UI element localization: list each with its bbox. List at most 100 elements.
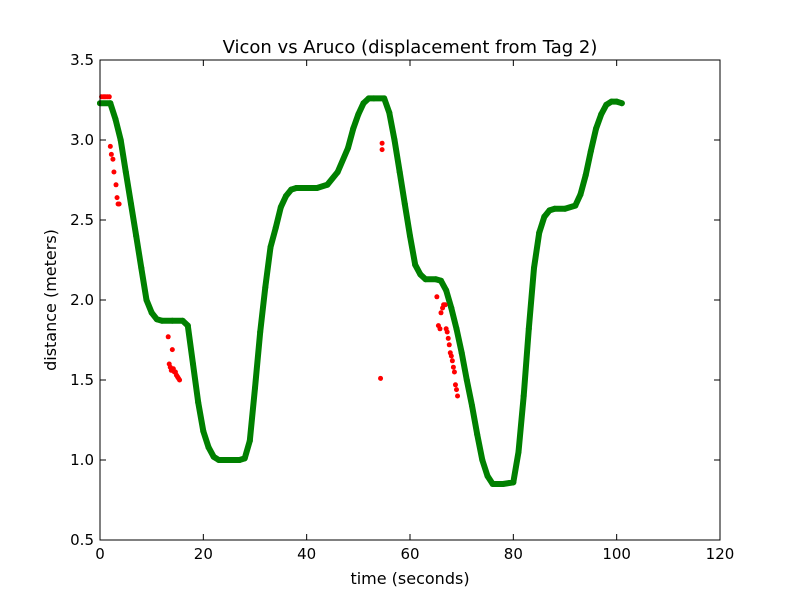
vicon-point	[484, 473, 491, 479]
aruco-point	[455, 393, 461, 399]
vicon-point	[603, 101, 610, 108]
vicon-point	[324, 181, 331, 188]
vicon-point	[148, 309, 155, 316]
vicon-point	[241, 455, 248, 462]
vicon-point	[422, 276, 429, 283]
y-tick-label: 2.5	[70, 211, 94, 229]
vicon-point	[407, 233, 413, 239]
aruco-point	[437, 326, 443, 332]
vicon-point	[391, 137, 398, 143]
vicon-point	[381, 95, 388, 102]
vicon-point	[525, 325, 532, 332]
vicon-point	[179, 317, 186, 324]
vicon-point	[536, 229, 543, 236]
vicon-point	[587, 148, 594, 155]
aruco-point	[434, 294, 440, 300]
aruco-point	[444, 329, 450, 335]
vicon-point	[598, 111, 605, 118]
vicon-point	[283, 193, 289, 199]
vicon-point	[303, 185, 310, 191]
vicon-point	[370, 95, 377, 102]
vicon-point	[412, 261, 419, 268]
vicon-point	[551, 205, 558, 212]
aruco-point	[169, 347, 175, 353]
vicon-point	[458, 349, 465, 356]
vicon-point	[272, 225, 279, 231]
vicon-point	[386, 109, 393, 116]
vicon-point	[608, 98, 615, 105]
vicon-point	[267, 244, 274, 251]
aruco-point	[110, 156, 116, 162]
aruco-point	[114, 195, 120, 201]
vicon-point	[417, 271, 424, 278]
aruco-point	[113, 182, 119, 188]
y-tick-label: 0.5	[70, 531, 94, 549]
aruco-point	[452, 382, 458, 388]
vicon-point	[128, 201, 134, 207]
vicon-point	[133, 233, 140, 239]
aruco-point	[442, 302, 448, 308]
aruco-point	[108, 151, 114, 157]
vicon-point	[453, 325, 460, 332]
vicon-point	[577, 191, 584, 198]
vicon-point	[195, 399, 202, 406]
vicon-point	[572, 202, 579, 209]
aruco-point	[445, 335, 451, 341]
y-tick-label: 1.5	[70, 371, 94, 389]
vicon-point	[350, 125, 357, 132]
vicon-point	[262, 284, 269, 291]
x-tick-label: 100	[602, 545, 631, 563]
aruco-point	[451, 369, 457, 375]
vicon-point	[257, 329, 264, 335]
vicon-point	[355, 111, 362, 118]
aruco-point	[111, 169, 117, 175]
vicon-point	[531, 265, 537, 271]
vicon-point	[190, 361, 196, 367]
vicon-point	[562, 205, 568, 212]
aruco-point	[446, 342, 452, 348]
vicon-point	[236, 457, 243, 463]
vicon-point	[226, 457, 233, 463]
chart-title: Vicon vs Aruco (displacement from Tag 2)	[223, 37, 598, 58]
vicon-point	[215, 457, 222, 463]
x-tick-label: 0	[95, 545, 105, 563]
vicon-point	[401, 201, 408, 207]
vicon-point	[474, 431, 481, 438]
x-tick-label: 20	[194, 545, 213, 563]
aruco-point	[454, 387, 459, 393]
x-tick-label: 120	[706, 545, 735, 563]
vicon-point	[143, 297, 150, 303]
vicon-point	[252, 385, 258, 391]
vicon-point	[200, 428, 207, 435]
aruco-point	[165, 334, 171, 340]
vicon-point	[112, 116, 119, 123]
vicon-point	[479, 457, 486, 463]
vicon-point	[438, 277, 444, 284]
aruco-point	[106, 94, 112, 100]
vicon-point	[432, 276, 439, 283]
vicon-point	[138, 265, 145, 271]
vicon-point	[618, 100, 625, 107]
vicon-point	[293, 185, 300, 191]
vicon-point	[500, 481, 506, 487]
x-tick-label: 80	[504, 545, 523, 563]
vicon-point	[396, 169, 403, 175]
y-tick-label: 2.0	[70, 291, 94, 309]
vicon-point	[515, 449, 522, 455]
vicon-point	[205, 444, 212, 451]
aruco-point	[448, 353, 454, 359]
vicon-point	[277, 204, 284, 211]
aruco-point	[379, 147, 385, 153]
vicon-point	[122, 169, 129, 175]
vicon-point	[546, 207, 553, 214]
aruco-point	[107, 143, 113, 149]
y-tick-label: 3.0	[70, 131, 94, 149]
aruco-point	[438, 310, 444, 316]
aruco-point	[116, 201, 122, 207]
aruco-point	[379, 140, 385, 146]
vicon-point	[613, 98, 620, 105]
vicon-point	[360, 100, 367, 107]
aruco-point	[450, 364, 456, 370]
